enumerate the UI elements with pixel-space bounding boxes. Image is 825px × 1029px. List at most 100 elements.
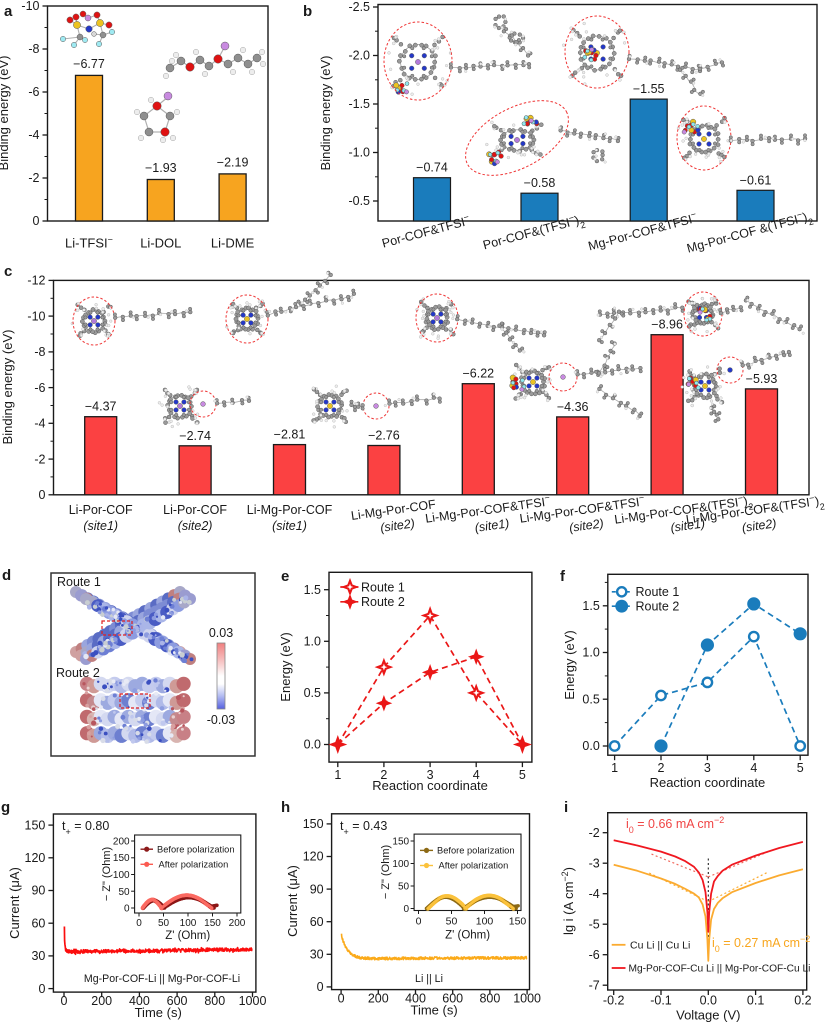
svg-text:0: 0 <box>416 916 422 928</box>
svg-text:Li-DME: Li-DME <box>211 236 255 251</box>
svg-text:-2: -2 <box>589 826 600 840</box>
svg-text:0: 0 <box>338 992 345 1006</box>
svg-text:0.0: 0.0 <box>304 738 321 752</box>
svg-text:Binding energy (eV): Binding energy (eV) <box>0 56 11 171</box>
svg-text:0: 0 <box>39 488 46 502</box>
svg-text:−0.61: −0.61 <box>740 173 772 187</box>
svg-text:-0.2: -0.2 <box>603 994 625 1008</box>
svg-text:a: a <box>4 3 13 20</box>
svg-text:0.0: 0.0 <box>582 739 599 753</box>
svg-text:-7: -7 <box>589 978 600 992</box>
svg-text:Z' (Ohm): Z' (Ohm) <box>165 930 210 942</box>
svg-text:0: 0 <box>124 904 130 915</box>
svg-text:90: 90 <box>31 884 45 898</box>
svg-text:120: 120 <box>303 850 324 864</box>
svg-text:1000: 1000 <box>513 992 541 1006</box>
svg-text:-1.0: -1.0 <box>348 146 370 160</box>
svg-text:50: 50 <box>398 882 410 893</box>
svg-text:50: 50 <box>158 918 170 929</box>
svg-text:−2.76: −2.76 <box>368 429 400 443</box>
svg-text:-4: -4 <box>28 128 39 142</box>
svg-text:After polarization: After polarization <box>439 861 509 871</box>
svg-text:b: b <box>303 3 312 20</box>
svg-text:Before polarization: Before polarization <box>157 844 235 854</box>
svg-text:3: 3 <box>704 761 711 775</box>
svg-text:After polarization: After polarization <box>159 859 229 869</box>
svg-text:c: c <box>4 263 12 280</box>
svg-text:Reaction coordinate: Reaction coordinate <box>372 778 488 793</box>
svg-text:4: 4 <box>750 761 757 775</box>
svg-text:100: 100 <box>180 918 197 929</box>
svg-text:50: 50 <box>118 887 130 898</box>
svg-text:50: 50 <box>446 916 458 928</box>
svg-text:-1.5: -1.5 <box>348 97 370 111</box>
svg-text:800: 800 <box>204 994 225 1008</box>
svg-text:-4: -4 <box>34 417 45 431</box>
svg-text:e: e <box>281 568 289 585</box>
svg-text:-6: -6 <box>28 85 39 99</box>
svg-text:i: i <box>564 799 568 816</box>
svg-text:-6: -6 <box>34 381 45 395</box>
svg-text:−2.81: −2.81 <box>274 428 306 442</box>
svg-text:−6.22: −6.22 <box>462 367 494 381</box>
svg-text:100: 100 <box>476 916 494 928</box>
svg-text:2: 2 <box>658 761 665 775</box>
svg-text:1: 1 <box>611 761 618 775</box>
svg-text:− Z" (Ohm): − Z" (Ohm) <box>101 847 113 901</box>
svg-text:Before polarization: Before polarization <box>437 846 515 856</box>
svg-text:150: 150 <box>303 817 324 831</box>
svg-text:Energy (eV): Energy (eV) <box>278 632 293 701</box>
svg-text:−8.96: −8.96 <box>651 318 683 332</box>
svg-text:Route 2: Route 2 <box>636 600 680 614</box>
svg-text:-5: -5 <box>589 917 600 931</box>
svg-text:0.0: 0.0 <box>700 994 717 1008</box>
svg-text:1.0: 1.0 <box>582 646 599 660</box>
svg-text:0: 0 <box>38 982 45 996</box>
svg-text:1: 1 <box>334 768 341 782</box>
svg-text:90: 90 <box>310 882 324 896</box>
svg-text:-0.03: -0.03 <box>207 713 236 727</box>
svg-text:Cu Li || Cu Li: Cu Li || Cu Li <box>630 939 690 951</box>
svg-text:Voltage (V): Voltage (V) <box>676 1008 740 1023</box>
svg-text:-4: -4 <box>589 887 600 901</box>
svg-text:0.1: 0.1 <box>747 994 764 1008</box>
svg-text:150: 150 <box>113 853 130 864</box>
svg-text:150: 150 <box>25 818 46 832</box>
svg-text:−4.37: −4.37 <box>85 400 117 414</box>
svg-text:-6: -6 <box>589 948 600 962</box>
svg-text:(site1): (site1) <box>272 519 307 533</box>
svg-text:(site1): (site1) <box>83 519 118 533</box>
svg-text:Mg-Por-COF-Cu Li || Mg-Por-COF: Mg-Por-COF-Cu Li || Mg-Por-COF-Cu Li <box>629 964 811 975</box>
svg-text:−2.19: −2.19 <box>217 155 249 169</box>
svg-text:-8: -8 <box>34 345 45 359</box>
svg-text:Route 2: Route 2 <box>56 666 100 680</box>
svg-text:5: 5 <box>519 768 526 782</box>
svg-text:30: 30 <box>31 949 45 963</box>
svg-text:1.5: 1.5 <box>304 583 321 597</box>
svg-text:−0.58: −0.58 <box>524 176 556 190</box>
svg-text:−1.93: −1.93 <box>145 161 177 175</box>
svg-text:0.5: 0.5 <box>304 686 321 700</box>
svg-text:0: 0 <box>33 214 40 228</box>
svg-text:− Z" (Ohm): − Z" (Ohm) <box>380 845 392 899</box>
svg-text:-12: -12 <box>27 274 45 288</box>
svg-text:150: 150 <box>509 916 527 928</box>
svg-text:200: 200 <box>229 918 246 929</box>
svg-text:−4.36: −4.36 <box>557 400 589 414</box>
svg-text:0.5: 0.5 <box>582 693 599 707</box>
svg-text:Li-Mg-Por-COF: Li-Mg-Por-COF <box>247 503 333 517</box>
svg-text:1.0: 1.0 <box>304 635 321 649</box>
svg-text:−2.74: −2.74 <box>179 429 211 443</box>
svg-text:200: 200 <box>113 837 130 848</box>
svg-text:−1.55: −1.55 <box>633 82 665 96</box>
svg-text:Li-Por-COF: Li-Por-COF <box>163 503 227 517</box>
svg-text:−0.74: −0.74 <box>416 161 448 175</box>
svg-text:-8: -8 <box>28 42 39 56</box>
svg-text:0: 0 <box>136 918 142 929</box>
svg-text:-2: -2 <box>34 452 45 466</box>
svg-text:30: 30 <box>310 948 324 962</box>
svg-text:Current (μA): Current (μA) <box>7 867 22 939</box>
svg-text:-0.1: -0.1 <box>650 994 672 1008</box>
svg-text:Route 1: Route 1 <box>361 580 405 594</box>
svg-text:200: 200 <box>368 992 389 1006</box>
